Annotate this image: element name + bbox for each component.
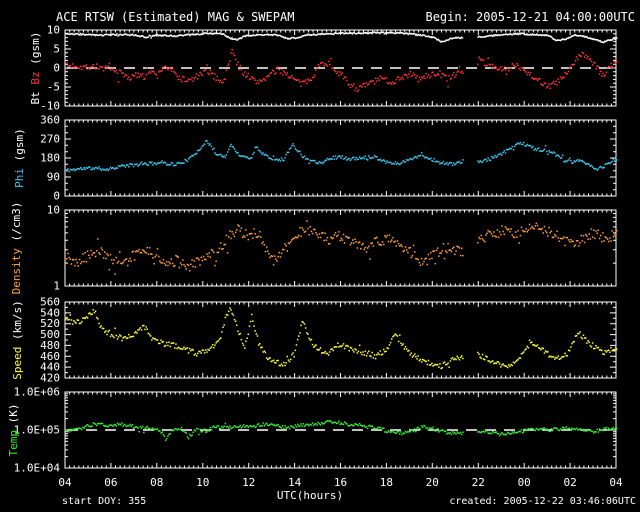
y-tick-label: 420 xyxy=(40,372,60,385)
begin-timestamp: Begin: 2005-12-21 04:00:00UTC xyxy=(425,10,635,24)
panel-speed-ticks-minor xyxy=(65,302,616,378)
panel-mag-ylabel-part: (gsm) xyxy=(29,31,42,72)
y-tick-label: 180 xyxy=(40,152,60,165)
x-tick-label: 22 xyxy=(472,476,485,489)
y-tick-label: 520 xyxy=(40,317,60,330)
x-tick-label: 06 xyxy=(104,476,117,489)
created-timestamp: created: 2005-12-22 03:46:06UTC xyxy=(449,496,636,507)
series-bt-points xyxy=(65,31,618,44)
panel-density-ticks-major xyxy=(64,209,617,287)
y-tick-label: 460 xyxy=(40,350,60,363)
panel-temp-ylabel: Temp (K) xyxy=(6,330,22,512)
y-tick-label: 90 xyxy=(47,171,60,184)
y-tick-label: 10 xyxy=(47,204,60,217)
panel-mag-ticks-minor xyxy=(65,30,616,106)
panel-speed-ticks-major xyxy=(64,301,617,379)
x-tick-label: 08 xyxy=(150,476,163,489)
x-tick-label: 02 xyxy=(563,476,576,489)
panel-density-ticks-minor xyxy=(65,210,616,286)
series-speed-points xyxy=(65,307,618,370)
series-phi-points xyxy=(65,140,618,173)
panel-temp-ylabel-part: Temp xyxy=(7,430,20,457)
panel-speed-frame xyxy=(64,301,617,379)
x-tick-label: 16 xyxy=(334,476,347,489)
y-tick-label: 0 xyxy=(53,190,60,203)
panel-mag-ylabel-part: Bz xyxy=(29,71,42,85)
y-tick-label: 1.0E+04 xyxy=(14,462,61,475)
x-tick-label: 12 xyxy=(242,476,255,489)
start-doy-label: start DOY: 355 xyxy=(62,496,147,507)
y-tick-label: 360 xyxy=(40,114,60,127)
panel-phi-ticks-minor xyxy=(65,120,616,196)
x-tick-label: 20 xyxy=(426,476,439,489)
x-tick-label: 18 xyxy=(380,476,393,489)
x-tick-label: 00 xyxy=(518,476,531,489)
y-tick-label: 1 xyxy=(53,280,60,293)
series-bz-points xyxy=(65,48,618,93)
y-tick-label: 270 xyxy=(40,133,60,146)
y-tick-label: 560 xyxy=(40,296,60,309)
x-tick-label: 10 xyxy=(196,476,209,489)
y-tick-label: 480 xyxy=(40,339,60,352)
y-tick-label: 1.0E+05 xyxy=(14,424,60,437)
panel-temp-ylabel-part: (K) xyxy=(7,403,20,430)
y-tick-label: -5 xyxy=(47,81,60,94)
y-tick-label: 0 xyxy=(53,62,60,75)
y-tick-label: 10 xyxy=(47,24,60,37)
x-tick-label: 04 xyxy=(609,476,623,489)
y-tick-label: -10 xyxy=(40,100,60,113)
panel-mag-ylabel: Bt Bz (gsm) xyxy=(28,0,44,168)
y-tick-label: 5 xyxy=(53,43,60,56)
x-tick-label: 14 xyxy=(288,476,302,489)
y-tick-label: 500 xyxy=(40,328,60,341)
y-tick-label: 1.0E+06 xyxy=(14,386,60,399)
page-title: ACE RTSW (Estimated) MAG & SWEPAM xyxy=(56,10,295,24)
y-tick-label: 440 xyxy=(40,361,60,374)
x-tick-label: 04 xyxy=(58,476,72,489)
panel-phi-ticks-major xyxy=(64,119,617,197)
x-axis-label: UTC(hours) xyxy=(276,489,344,502)
series-density-points xyxy=(65,220,618,275)
panel-mag-ylabel-part: Bt xyxy=(29,84,42,105)
panel-temp-ticks-minor xyxy=(65,392,616,468)
y-tick-label: 540 xyxy=(40,306,60,319)
